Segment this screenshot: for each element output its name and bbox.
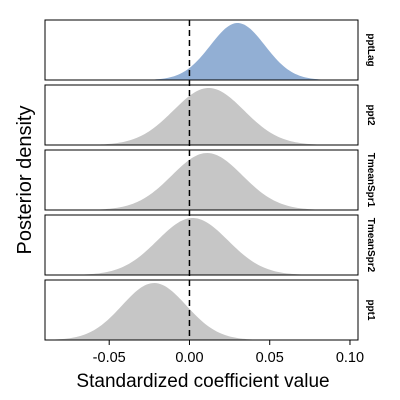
panel-ppt1: ppt1 bbox=[44, 279, 376, 341]
x-axis: -0.05 0.00 0.05 0.10 bbox=[93, 340, 364, 366]
panel-label-pptLag: pptLag bbox=[365, 33, 376, 66]
panel-frame-TmeanSpr1 bbox=[44, 149, 359, 211]
panels-layer: pptLag ppt2 TmeanSpr1 TmeanSpr2 ppt1 bbox=[44, 19, 376, 341]
panel-label-TmeanSpr1: TmeanSpr1 bbox=[365, 153, 376, 208]
panel-frame-TmeanSpr2 bbox=[44, 214, 359, 276]
panel-label-ppt2: ppt2 bbox=[365, 104, 376, 126]
panel-label-ppt1: ppt1 bbox=[365, 299, 376, 321]
y-axis-title: Posterior density bbox=[14, 106, 36, 255]
density-area-ppt1 bbox=[45, 283, 358, 340]
panel-frame-ppt2 bbox=[44, 84, 359, 146]
panel-frame-pptLag bbox=[44, 19, 359, 81]
panel-TmeanSpr2: TmeanSpr2 bbox=[44, 214, 376, 276]
x-tick-label: 0.05 bbox=[256, 350, 284, 366]
x-tick-label: 0.00 bbox=[175, 350, 203, 366]
density-area-ppt2 bbox=[45, 88, 358, 145]
panel-label-TmeanSpr2: TmeanSpr2 bbox=[365, 218, 376, 273]
panel-pptLag: pptLag bbox=[44, 19, 376, 81]
density-area-TmeanSpr1 bbox=[45, 153, 358, 210]
panel-TmeanSpr1: TmeanSpr1 bbox=[44, 149, 376, 211]
density-area-TmeanSpr2 bbox=[45, 218, 358, 275]
panel-ppt2: ppt2 bbox=[44, 84, 376, 146]
panel-frame-ppt1 bbox=[44, 279, 359, 341]
density-area-pptLag bbox=[45, 23, 358, 81]
x-axis-title: Standardized coefficient value bbox=[76, 371, 329, 392]
x-tick-label: 0.10 bbox=[336, 350, 364, 366]
x-tick-label: -0.05 bbox=[93, 350, 126, 366]
